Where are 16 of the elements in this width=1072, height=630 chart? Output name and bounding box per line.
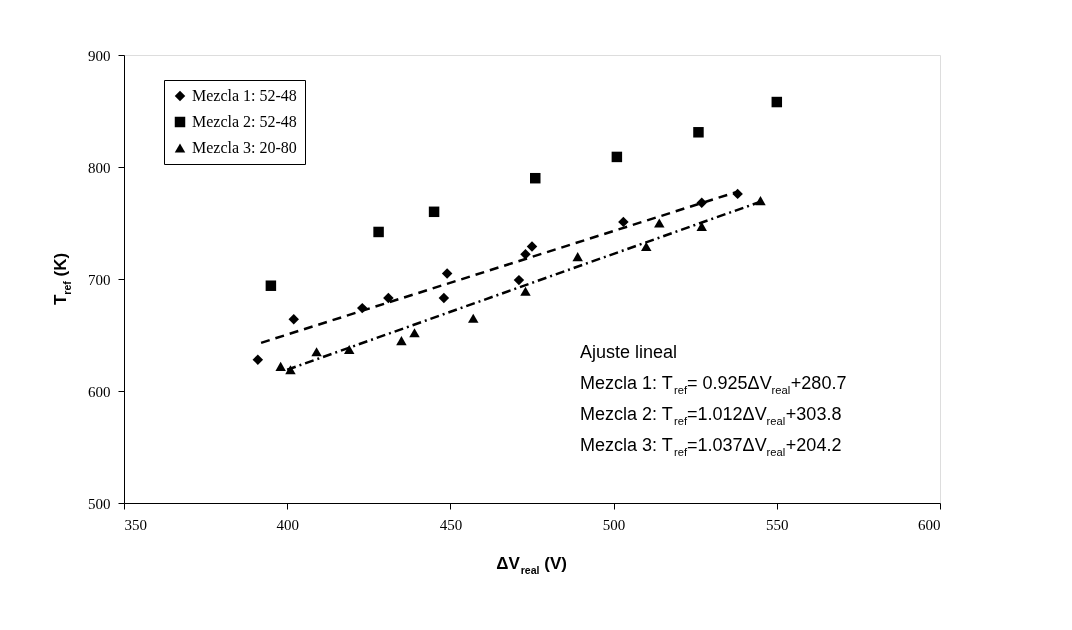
y-axis-title: Tref (K) — [51, 252, 74, 306]
x-tick-label: 600 — [918, 516, 941, 533]
x-tick-label: 400 — [276, 516, 299, 533]
x-tick-label: 350 — [124, 516, 147, 533]
y-tick-label: 700 — [88, 271, 111, 288]
y-tick-label: 900 — [88, 47, 111, 64]
y-tick-label: 500 — [88, 495, 111, 512]
x-tick-label: 550 — [766, 516, 789, 533]
y-tick-label: 600 — [88, 383, 111, 400]
legend-label: Mezcla 2: 52-48 — [192, 113, 297, 130]
x-tick-label: 500 — [602, 516, 626, 533]
annotation: Ajuste lineal — [580, 342, 678, 362]
legend-label: Mezcla 1: 52-48 — [192, 87, 297, 104]
y-tick-label: 800 — [88, 159, 111, 176]
legend-label: Mezcla 3: 20-80 — [192, 139, 297, 156]
x-tick-label: 450 — [439, 516, 463, 533]
